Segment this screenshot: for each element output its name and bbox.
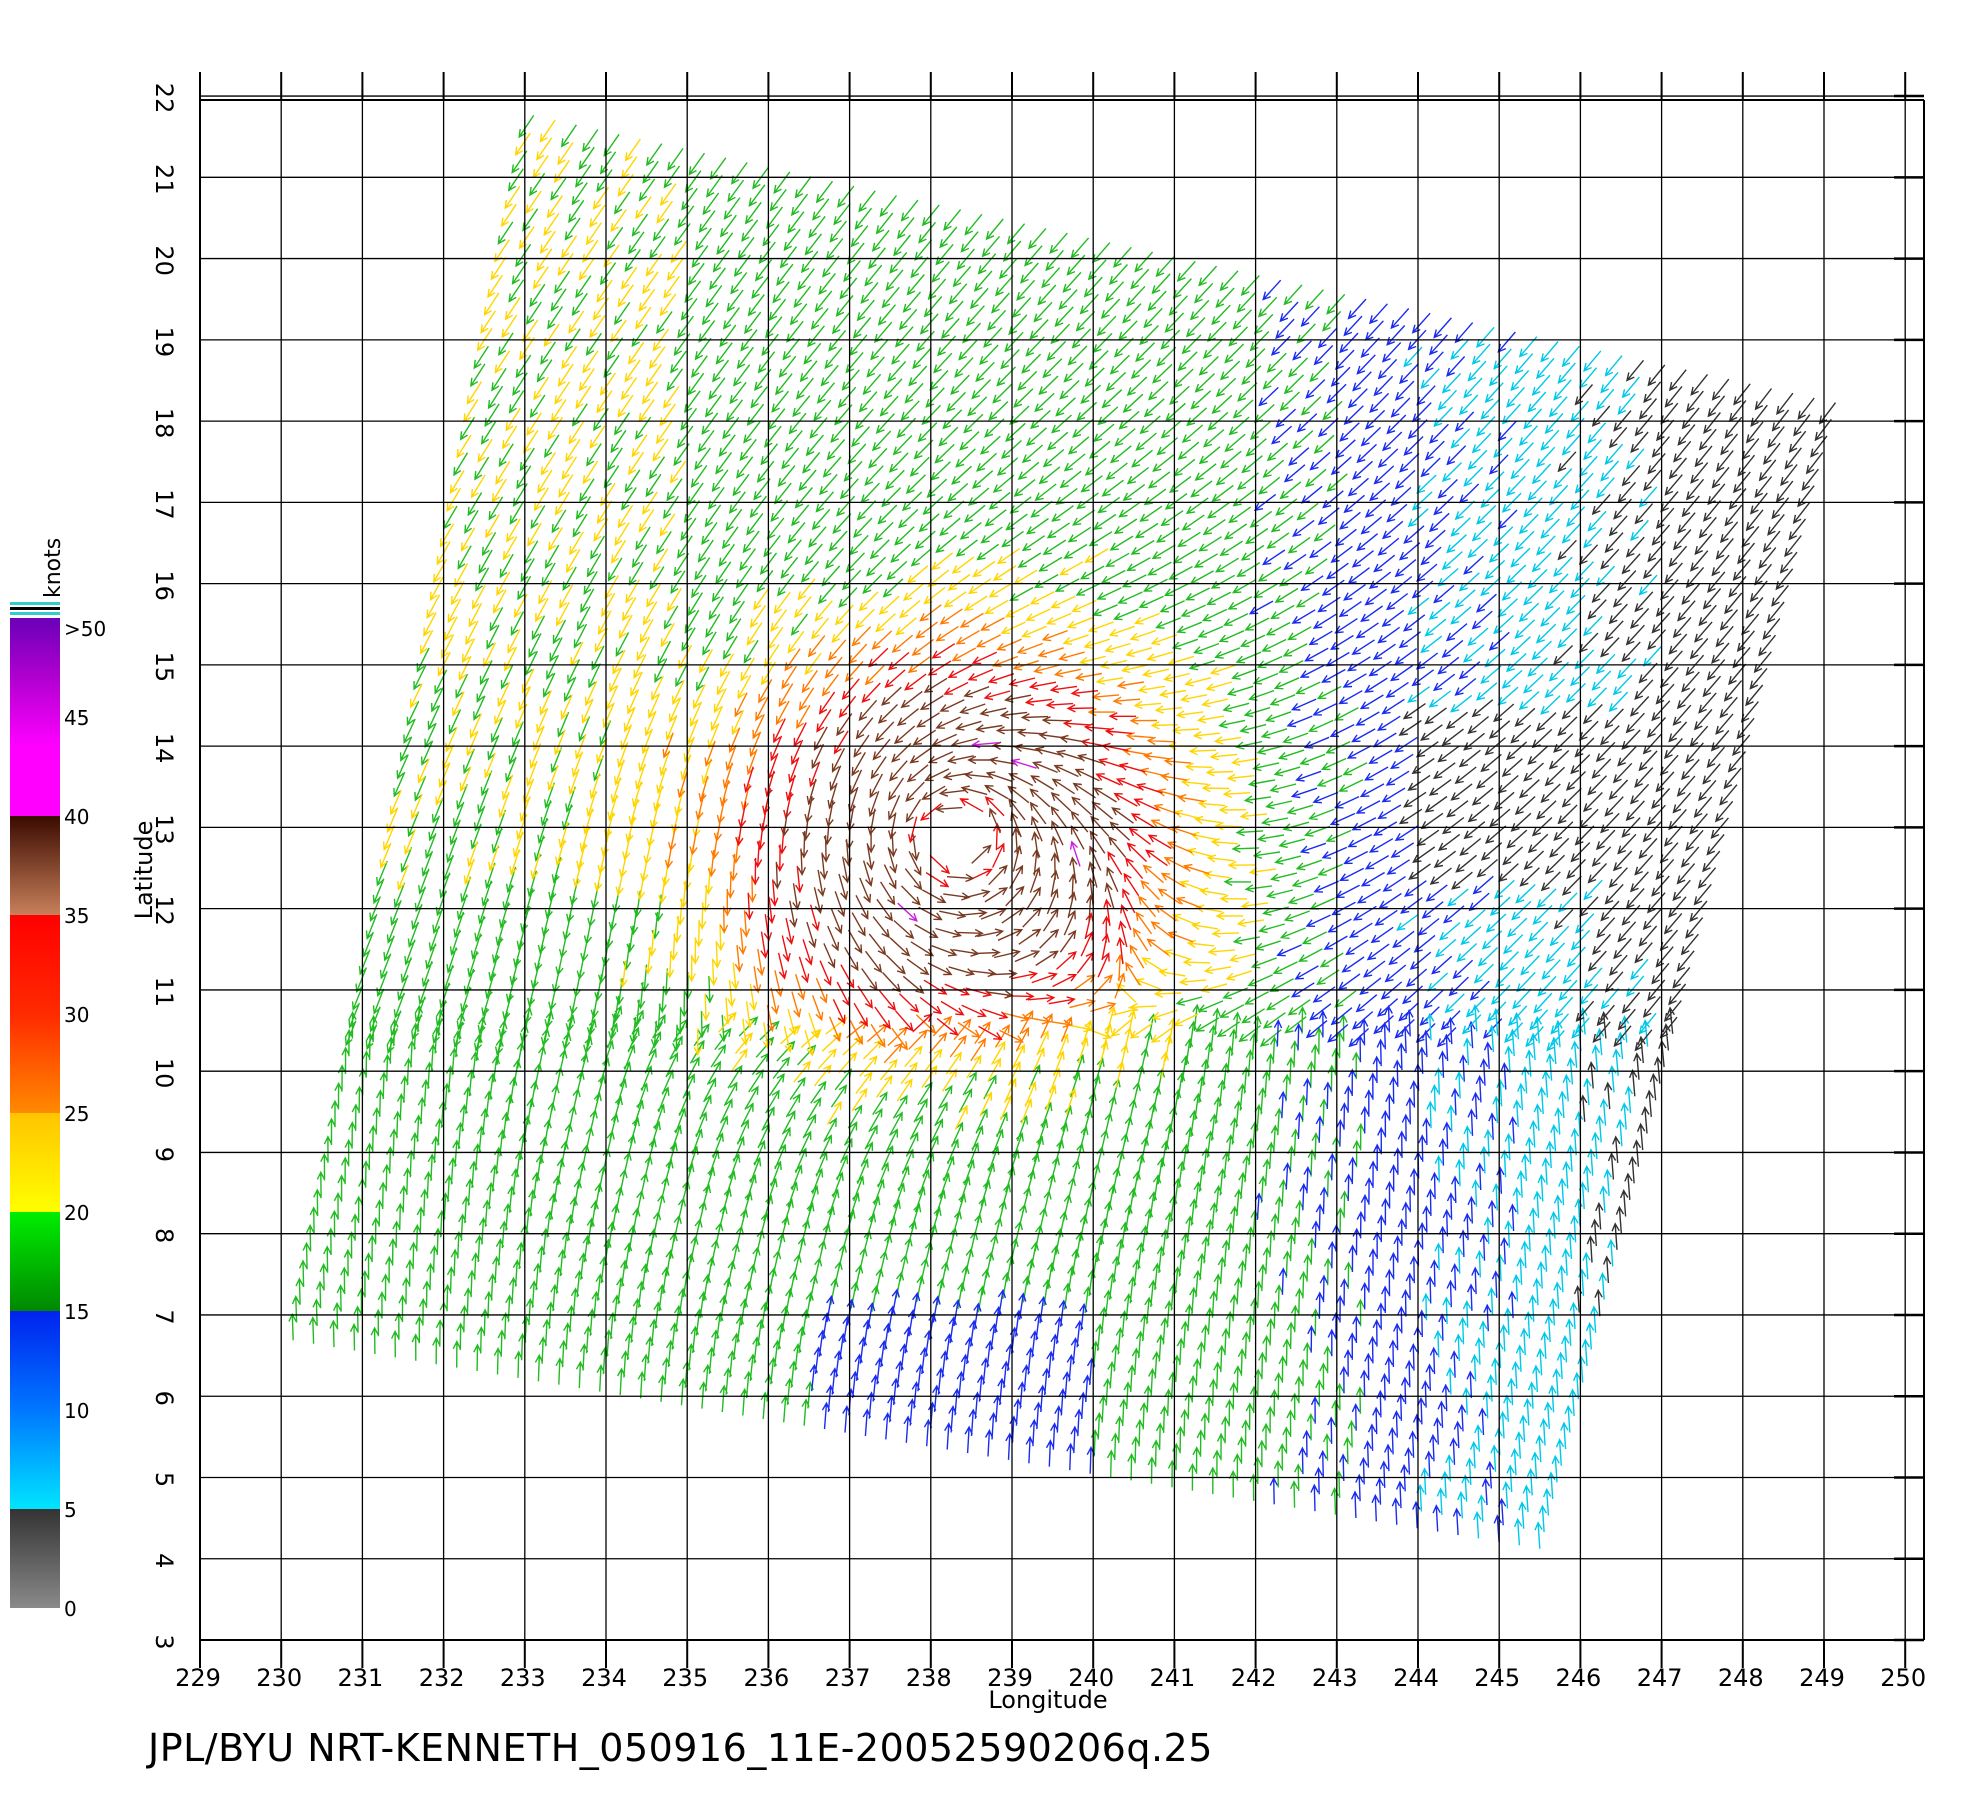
latitude-tick-label: 16: [150, 570, 178, 601]
wind-vector-group: [288, 115, 1368, 1515]
colorbar-label: 20: [64, 1201, 89, 1225]
latitude-tick-label: 21: [150, 164, 178, 195]
latitude-tick-label: 20: [150, 245, 178, 276]
colorbar-label: 10: [64, 1399, 89, 1423]
latitude-tick-label: 15: [150, 652, 178, 683]
latitude-tick-label: 18: [150, 408, 178, 439]
wind-vector-group: [735, 643, 1172, 1040]
latitude-tick-labels: 3 4 5 6 7 8 9 10 11 12 13 14 15 16 17 18 19 20 21 22: [150, 83, 178, 1650]
colorbar-label: 35: [64, 904, 89, 928]
wind-speed-colorbar: knots >50 45 40 35 30 25 20 15 10 5 0: [10, 538, 106, 1621]
longitude-tick-label: 231: [337, 1664, 383, 1692]
longitude-tick-label: 245: [1474, 1664, 1520, 1692]
latitude-tick-label: 12: [150, 895, 178, 926]
colorbar-labels: >50 45 40 35 30 25 20 15 10 5 0: [64, 617, 106, 1621]
latitude-tick-label: 11: [150, 977, 178, 1008]
longitude-tick-label: 236: [743, 1664, 789, 1692]
wind-vector-group: [379, 119, 1276, 1130]
colorbar-label: 0: [64, 1597, 77, 1621]
longitude-tick-label: 242: [1231, 1664, 1277, 1692]
longitude-tick-label: 243: [1312, 1664, 1358, 1692]
colorbar-cap-black: [10, 607, 60, 610]
latitude-tick-label: 7: [150, 1309, 178, 1324]
colorbar-label: 25: [64, 1102, 89, 1126]
longitude-tick-label: 238: [906, 1664, 952, 1692]
longitude-tick-label: 244: [1393, 1664, 1439, 1692]
longitude-tick-label: 237: [825, 1664, 871, 1692]
longitude-tick-label: 230: [256, 1664, 302, 1692]
wind-vectors: [288, 115, 1837, 1549]
latitude-tick-label: 17: [150, 489, 178, 520]
colorbar-label: 45: [64, 706, 89, 730]
latitude-tick-label: 13: [150, 814, 178, 845]
longitude-tick-label: 239: [987, 1664, 1033, 1692]
colorbar-cap-cyan2: [10, 612, 60, 615]
x-axis-title: Longitude: [988, 1686, 1107, 1714]
longitude-tick-label: 250: [1880, 1664, 1926, 1692]
latitude-tick-label: 8: [150, 1228, 178, 1243]
longitude-tick-label: 234: [581, 1664, 627, 1692]
lat-lon-grid: [199, 72, 1924, 1668]
longitude-tick-label: 232: [419, 1664, 465, 1692]
wind-vector-group: [772, 677, 1134, 999]
latitude-tick-label: 22: [150, 83, 178, 114]
colorbar-bar: [10, 618, 60, 1608]
latitude-tick-label: 10: [150, 1058, 178, 1089]
colorbar-label: 30: [64, 1003, 89, 1027]
wind-vector-group: [1396, 326, 1662, 1549]
longitude-tick-label: 235: [662, 1664, 708, 1692]
longitude-tick-label: 246: [1555, 1664, 1601, 1692]
longitude-tick-labels: 229 230 231 232 233 234 235 236 237 238 239 240 241 2…: [175, 1664, 1926, 1692]
latitude-tick-label: 3: [150, 1634, 178, 1649]
longitude-tick-label: 247: [1637, 1664, 1683, 1692]
wind-vector-group: [1398, 359, 1837, 1317]
latitude-tick-label: 14: [150, 733, 178, 764]
y-axis-title: Latitude: [130, 821, 158, 920]
latitude-tick-label: 6: [150, 1391, 178, 1406]
colorbar-unit: knots: [41, 538, 66, 598]
colorbar-label: >50: [64, 617, 106, 641]
latitude-tick-label: 4: [150, 1553, 178, 1568]
colorbar-cap-cyan: [10, 602, 60, 605]
longitude-tick-label: 240: [1068, 1664, 1114, 1692]
longitude-tick-label: 241: [1149, 1664, 1195, 1692]
wind-vector-group: [662, 604, 1210, 1064]
product-id-footer: JPL/BYU NRT-KENNETH_050916_11E-200525902…: [148, 1726, 1213, 1770]
colorbar-label: 40: [64, 805, 89, 829]
longitude-tick-label: 249: [1799, 1664, 1845, 1692]
wind-vector-group: [809, 279, 1518, 1542]
latitude-tick-label: 9: [150, 1147, 178, 1162]
longitude-tick-label: 233: [500, 1664, 546, 1692]
plot-frame: [199, 99, 1925, 1641]
longitude-tick-label: 229: [175, 1664, 221, 1692]
latitude-tick-label: 5: [150, 1472, 178, 1487]
colorbar-label: 5: [64, 1498, 77, 1522]
latitude-tick-label: 19: [150, 327, 178, 358]
colorbar-label: 15: [64, 1300, 89, 1324]
longitude-tick-label: 248: [1718, 1664, 1764, 1692]
